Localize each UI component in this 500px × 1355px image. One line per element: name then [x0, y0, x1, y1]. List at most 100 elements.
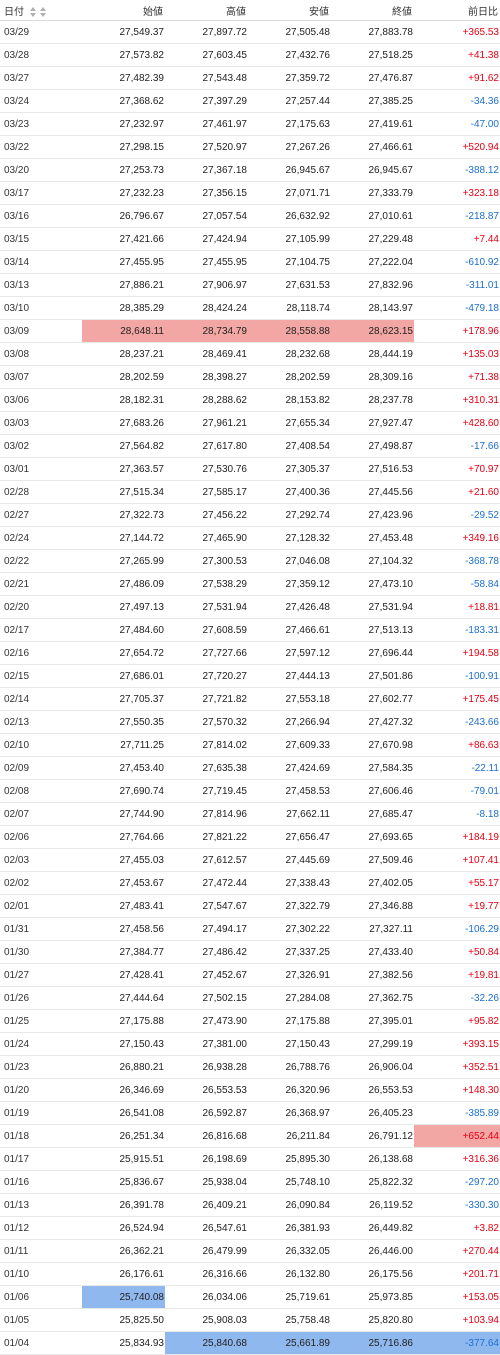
cell-change: +19.81 — [414, 963, 500, 987]
cell-high: 27,367.18 — [165, 158, 248, 182]
cell-low: 28,558.88 — [248, 319, 331, 343]
table-row: 02/28 27,515.34 27,585.17 27,400.36 27,445.5… — [0, 480, 500, 504]
cell-change: +323.18 — [414, 181, 500, 205]
table-row: 01/27 27,428.41 27,452.67 27,326.91 27,382.5… — [0, 963, 500, 987]
cell-date: 01/11 — [0, 1239, 82, 1263]
cell-high: 27,455.95 — [165, 250, 248, 274]
cell-change: +365.53 — [414, 20, 500, 44]
cell-close: 27,670.98 — [331, 733, 414, 757]
cell-high: 27,727.66 — [165, 641, 248, 665]
cell-open: 27,384.77 — [82, 940, 165, 964]
cell-low: 26,320.96 — [248, 1078, 331, 1102]
cell-date: 03/28 — [0, 43, 82, 67]
cell-open: 26,524.94 — [82, 1216, 165, 1240]
cell-date: 03/13 — [0, 273, 82, 297]
cell-date: 02/24 — [0, 526, 82, 550]
cell-date: 02/06 — [0, 825, 82, 849]
sort-descending-icon[interactable] — [39, 6, 46, 17]
cell-open: 28,237.21 — [82, 342, 165, 366]
cell-close: 27,498.87 — [331, 434, 414, 458]
column-header-date[interactable]: 日付 — [0, 0, 82, 21]
table-row: 03/16 26,796.67 27,057.54 26,632.92 27,010.6… — [0, 204, 500, 228]
cell-open: 26,391.78 — [82, 1193, 165, 1217]
cell-date: 01/04 — [0, 1331, 82, 1355]
cell-change: -106.29 — [414, 917, 500, 941]
cell-change: -385.89 — [414, 1101, 500, 1125]
cell-open: 27,453.67 — [82, 871, 165, 895]
cell-change: +19.77 — [414, 894, 500, 918]
cell-open: 26,176.61 — [82, 1262, 165, 1286]
cell-open: 27,455.95 — [82, 250, 165, 274]
cell-open: 27,573.82 — [82, 43, 165, 67]
table-row: 01/06 25,740.08 26,034.06 25,719.61 25,973.8… — [0, 1285, 500, 1309]
cell-change: +50.84 — [414, 940, 500, 964]
cell-open: 27,144.72 — [82, 526, 165, 550]
table-row: 03/09 28,648.11 28,734.79 28,558.88 28,623.1… — [0, 319, 500, 343]
cell-high: 26,547.61 — [165, 1216, 248, 1240]
cell-open: 26,796.67 — [82, 204, 165, 228]
cell-high: 27,821.22 — [165, 825, 248, 849]
cell-date: 02/01 — [0, 894, 82, 918]
cell-change: -100.91 — [414, 664, 500, 688]
cell-date: 03/01 — [0, 457, 82, 481]
cell-close: 27,696.44 — [331, 641, 414, 665]
cell-open: 27,455.03 — [82, 848, 165, 872]
cell-change: +18.81 — [414, 595, 500, 619]
cell-date: 01/30 — [0, 940, 82, 964]
cell-close: 26,449.82 — [331, 1216, 414, 1240]
cell-change: +428.60 — [414, 411, 500, 435]
cell-change: +310.31 — [414, 388, 500, 412]
cell-close: 27,509.46 — [331, 848, 414, 872]
table-row: 02/20 27,497.13 27,531.94 27,426.48 27,531.9… — [0, 595, 500, 619]
table-row: 03/15 27,421.66 27,424.94 27,105.99 27,229.4… — [0, 227, 500, 251]
cell-date: 01/06 — [0, 1285, 82, 1309]
cell-close: 27,473.10 — [331, 572, 414, 596]
cell-change: -34.36 — [414, 89, 500, 113]
cell-date: 03/20 — [0, 158, 82, 182]
cell-low: 27,175.63 — [248, 112, 331, 136]
cell-date: 03/08 — [0, 342, 82, 366]
cell-open: 27,483.41 — [82, 894, 165, 918]
cell-high: 26,316.66 — [165, 1262, 248, 1286]
cell-close: 27,927.47 — [331, 411, 414, 435]
cell-change: +148.30 — [414, 1078, 500, 1102]
cell-low: 27,326.91 — [248, 963, 331, 987]
cell-close: 26,791.12 — [331, 1124, 414, 1148]
cell-close: 28,309.16 — [331, 365, 414, 389]
cell-close: 28,237.78 — [331, 388, 414, 412]
cell-high: 27,300.53 — [165, 549, 248, 573]
cell-date: 03/24 — [0, 89, 82, 113]
table-row: 03/02 27,564.82 27,617.80 27,408.54 27,498.8… — [0, 434, 500, 458]
cell-date: 01/19 — [0, 1101, 82, 1125]
cell-high: 27,814.02 — [165, 733, 248, 757]
cell-open: 28,202.59 — [82, 365, 165, 389]
cell-date: 01/13 — [0, 1193, 82, 1217]
column-header-close: 終値 — [331, 0, 414, 21]
cell-change: +103.94 — [414, 1308, 500, 1332]
cell-change: +175.45 — [414, 687, 500, 711]
cell-date: 02/02 — [0, 871, 82, 895]
cell-change: -22.11 — [414, 756, 500, 780]
cell-date: 01/16 — [0, 1170, 82, 1194]
cell-date: 03/03 — [0, 411, 82, 435]
cell-open: 27,322.73 — [82, 503, 165, 527]
sort-ascending-icon[interactable] — [29, 6, 36, 17]
cell-date: 03/23 — [0, 112, 82, 136]
cell-close: 25,822.32 — [331, 1170, 414, 1194]
cell-open: 25,834.93 — [82, 1331, 165, 1355]
cell-close: 28,143.97 — [331, 296, 414, 320]
cell-close: 27,501.86 — [331, 664, 414, 688]
cell-close: 27,685.47 — [331, 802, 414, 826]
cell-high: 27,057.54 — [165, 204, 248, 228]
cell-open: 27,497.13 — [82, 595, 165, 619]
table-row: 01/18 26,251.34 26,816.68 26,211.84 26,791.1… — [0, 1124, 500, 1148]
cell-change: -243.66 — [414, 710, 500, 734]
cell-open: 27,705.37 — [82, 687, 165, 711]
cell-date: 01/27 — [0, 963, 82, 987]
cell-close: 27,229.48 — [331, 227, 414, 251]
cell-low: 27,292.74 — [248, 503, 331, 527]
cell-low: 27,046.08 — [248, 549, 331, 573]
cell-close: 27,518.25 — [331, 43, 414, 67]
cell-close: 27,327.11 — [331, 917, 414, 941]
